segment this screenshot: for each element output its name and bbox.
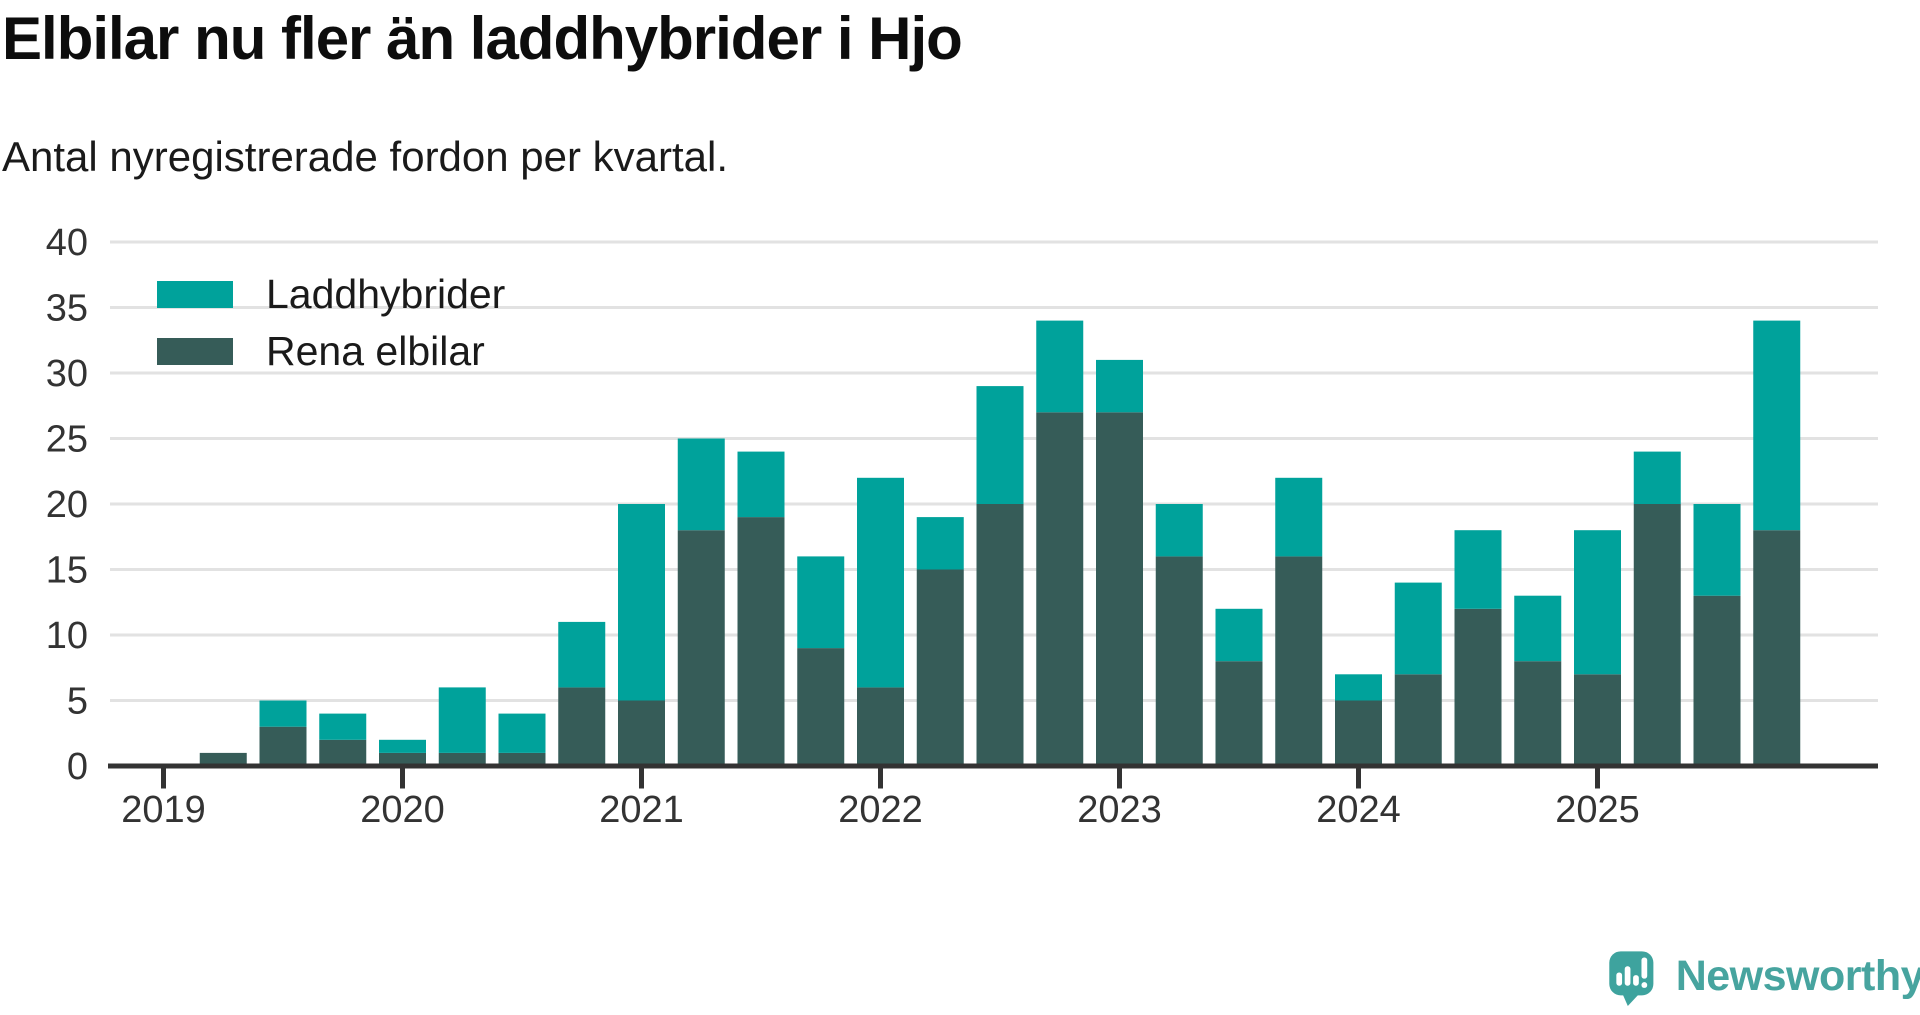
bar-segment-rena-elbilar-2023-Q2 (1155, 556, 1203, 766)
chart-legend: Laddhybrider Rena elbilar (157, 274, 505, 395)
bar-segment-laddhybrider-2019-Q4 (319, 713, 367, 740)
bar-segment-laddhybrider-2021-Q3 (737, 451, 785, 518)
y-axis-label: 20 (46, 484, 88, 526)
legend-label-rena-elbilar: Rena elbilar (266, 328, 485, 374)
newsworthy-brand: Newsworthy (1604, 940, 1920, 1012)
y-axis-label: 30 (46, 353, 88, 395)
bar-segment-rena-elbilar-2020-Q4 (558, 687, 606, 766)
newsworthy-brand-text: Newsworthy (1675, 951, 1920, 1000)
x-axis-label: 2025 (1555, 789, 1640, 831)
bar-segment-rena-elbilar-2024-Q2 (1394, 674, 1442, 766)
bar-segment-rena-elbilar-2021-Q2 (677, 530, 725, 766)
bar-segment-laddhybrider-2020-Q3 (498, 713, 546, 753)
bar-segment-rena-elbilar-2023-Q3 (1215, 661, 1263, 766)
newsworthy-logo-icon (1609, 951, 1654, 1006)
bar-segment-rena-elbilar-2019-Q4 (319, 739, 367, 766)
bar-segment-laddhybrider-2025-Q2 (1633, 451, 1681, 504)
bar-segment-laddhybrider-2022-Q1 (857, 477, 904, 688)
bar-segment-rena-elbilar-2024-Q1 (1335, 700, 1382, 766)
bar-segment-laddhybrider-2023-Q4 (1275, 477, 1323, 557)
x-axis-tick (400, 768, 405, 789)
bar-segment-laddhybrider-2021-Q1 (618, 504, 665, 701)
x-axis-label: 2020 (360, 789, 445, 831)
bar-segment-rena-elbilar-2024-Q4 (1514, 661, 1562, 766)
bar-segment-rena-elbilar-2020-Q2 (438, 752, 486, 766)
gridline (110, 306, 1878, 309)
chart-title: Elbilar nu fler än laddhybrider i Hjo (2, 5, 963, 72)
bar-segment-laddhybrider-2020-Q4 (558, 621, 606, 688)
bar-segment-rena-elbilar-2025-Q2 (1633, 504, 1681, 766)
y-axis-label: 25 (46, 419, 88, 461)
bar-segment-rena-elbilar-2019-Q3 (259, 726, 307, 766)
bar-segment-rena-elbilar-2024-Q3 (1454, 608, 1502, 766)
bar-segment-rena-elbilar-2020-Q1 (379, 752, 426, 766)
y-axis-label: 15 (46, 550, 88, 592)
bar-segment-laddhybrider-2021-Q4 (797, 556, 845, 649)
y-axis-label: 10 (46, 615, 88, 657)
bar-segment-laddhybrider-2022-Q3 (976, 386, 1024, 504)
gridline (110, 240, 1878, 244)
gridline (110, 371, 1878, 375)
x-axis-label: 2021 (599, 789, 684, 831)
chart-subtitle: Antal nyregistrerade fordon per kvartal. (2, 133, 729, 180)
y-axis-label: 40 (46, 222, 88, 264)
legend-swatch-rena-elbilar (157, 338, 233, 365)
x-axis-tick (1356, 768, 1361, 789)
bar-segment-laddhybrider-2025-Q1 (1574, 530, 1621, 675)
x-axis-label: 2023 (1077, 789, 1162, 831)
bar-segment-laddhybrider-2025-Q4 (1753, 320, 1801, 531)
bar-segment-laddhybrider-2024-Q4 (1514, 595, 1562, 662)
bar-segment-rena-elbilar-2022-Q4 (1036, 412, 1084, 766)
bar-segment-rena-elbilar-2022-Q3 (976, 504, 1024, 766)
x-axis-line (108, 763, 1878, 769)
bar-segment-laddhybrider-2020-Q2 (438, 687, 486, 753)
bar-segment-laddhybrider-2022-Q2 (916, 517, 964, 570)
bar-segment-laddhybrider-2024-Q1 (1335, 674, 1382, 701)
legend-swatch-laddhybrider (157, 281, 233, 308)
legend-row-rena-elbilar: Rena elbilar (157, 331, 505, 372)
bar-segment-rena-elbilar-2019-Q2 (199, 752, 247, 766)
bar-segment-rena-elbilar-2021-Q3 (737, 517, 785, 766)
bar-segment-laddhybrider-2020-Q1 (379, 739, 426, 753)
bar-segment-laddhybrider-2023-Q1 (1096, 359, 1143, 413)
y-axis-label: 0 (67, 746, 88, 788)
bar-segment-laddhybrider-2019-Q3 (259, 700, 307, 727)
bar-segment-laddhybrider-2023-Q2 (1155, 504, 1203, 557)
bar-segment-rena-elbilar-2020-Q3 (498, 752, 546, 766)
bar-segment-rena-elbilar-2023-Q1 (1096, 412, 1143, 766)
x-axis-tick (639, 768, 644, 789)
bar-segment-rena-elbilar-2025-Q3 (1693, 595, 1741, 766)
x-axis-tick (1117, 768, 1122, 789)
bar-segment-rena-elbilar-2025-Q4 (1753, 530, 1801, 766)
x-axis-label: 2022 (838, 789, 923, 831)
bar-segment-rena-elbilar-2022-Q1 (857, 687, 904, 766)
bar-segment-rena-elbilar-2025-Q1 (1574, 674, 1621, 766)
bar-segment-rena-elbilar-2021-Q4 (797, 648, 845, 766)
bar-segment-rena-elbilar-2021-Q1 (618, 700, 665, 766)
bar-segment-laddhybrider-2025-Q3 (1693, 504, 1741, 596)
y-axis-label: 5 (67, 681, 88, 723)
bar-segment-rena-elbilar-2022-Q2 (916, 569, 964, 766)
bar-segment-laddhybrider-2022-Q4 (1036, 320, 1084, 413)
y-axis-label: 35 (46, 288, 88, 330)
legend-label-laddhybrider: Laddhybrider (266, 271, 506, 317)
bar-segment-laddhybrider-2024-Q3 (1454, 530, 1502, 609)
bar-segment-laddhybrider-2023-Q3 (1215, 608, 1263, 662)
x-axis-tick (161, 768, 166, 789)
bar-segment-rena-elbilar-2023-Q4 (1275, 556, 1323, 766)
bar-segment-laddhybrider-2024-Q2 (1394, 582, 1442, 675)
x-axis-tick (878, 768, 883, 789)
legend-row-laddhybrider: Laddhybrider (157, 274, 505, 315)
bar-segment-laddhybrider-2021-Q2 (677, 438, 725, 531)
x-axis-label: 2024 (1316, 789, 1401, 831)
x-axis-label: 2019 (121, 789, 206, 831)
x-axis-tick (1595, 768, 1600, 789)
